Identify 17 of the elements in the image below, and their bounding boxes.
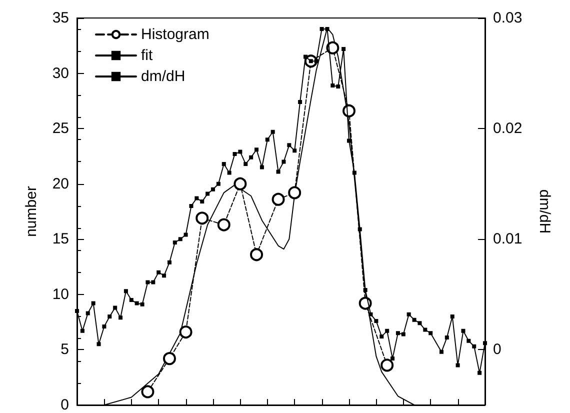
y2-tick-label: 0 (493, 341, 502, 358)
legend-label: dm/dH (141, 68, 186, 85)
y-tick-label: 5 (60, 341, 69, 358)
y-tick-label: 20 (52, 175, 69, 192)
y-tick-label: 30 (52, 64, 69, 82)
y2-tick-label: 0.01 (493, 230, 522, 248)
y-tick-label: 15 (52, 230, 69, 248)
legend-label: fit (141, 47, 154, 64)
y-tick-label: 10 (52, 286, 69, 303)
legend-label: Histogram (141, 26, 210, 43)
y-tick-label: 25 (52, 120, 69, 138)
y-axis-title: number (23, 186, 40, 237)
y2-tick-label: 0.02 (493, 120, 522, 138)
y2-tick-label: 0.03 (493, 10, 522, 26)
y-tick-label: 35 (52, 10, 69, 26)
y-tick-label: 0 (60, 396, 69, 413)
y2-axis-title: dm/dH (536, 189, 553, 234)
